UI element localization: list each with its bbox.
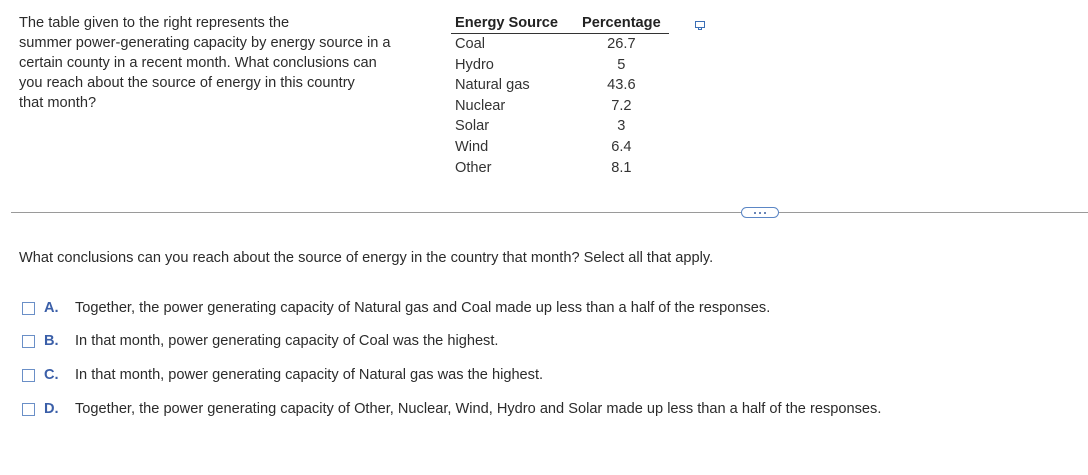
percentage-cell: 7.2 — [611, 97, 632, 114]
ellipsis-icon — [764, 211, 766, 214]
question-text: The table given to the right represents … — [19, 13, 444, 113]
option-a[interactable]: A. Together, the power generating capaci… — [22, 298, 770, 318]
question-prompt: What conclusions can you reach about the… — [19, 250, 714, 266]
question-line: The table given to the right represents … — [19, 15, 290, 31]
question-line: you reach about the source of energy in … — [19, 75, 355, 91]
source-cell: Hydro — [455, 56, 494, 73]
ellipsis-icon — [754, 211, 756, 214]
question-line: that month? — [19, 95, 97, 111]
percentage-cell: 6.4 — [611, 138, 632, 155]
checkbox-a[interactable] — [22, 301, 35, 315]
option-letter: B. — [44, 333, 59, 349]
option-b[interactable]: B. In that month, power generating capac… — [22, 331, 498, 351]
source-cell: Wind — [455, 138, 489, 155]
header-percentage: Percentage — [562, 13, 669, 34]
source-cell: Coal — [455, 36, 486, 52]
checkbox-c[interactable] — [22, 368, 35, 382]
option-text: In that month, power generating capacity… — [75, 333, 499, 349]
percentage-cell: 26.7 — [607, 36, 636, 52]
question-line: summer power-generating capacity by ener… — [19, 35, 391, 51]
source-cell: Other — [455, 159, 492, 176]
expand-more-button[interactable] — [741, 207, 779, 218]
table-row: Solar 3 — [451, 116, 669, 137]
table-row: Other 8.1 — [451, 158, 669, 179]
option-text: Together, the power generating capacity … — [75, 300, 771, 316]
energy-table: Energy Source Percentage Coal 26.7 Hydro… — [451, 13, 669, 178]
table-row: Wind 6.4 — [451, 137, 669, 158]
option-letter: C. — [44, 367, 59, 383]
table-row: Natural gas 43.6 — [451, 75, 669, 96]
percentage-cell: 5 — [617, 56, 626, 73]
source-cell: Natural gas — [455, 77, 530, 94]
table-header-row: Energy Source Percentage — [451, 13, 669, 34]
table-row: Coal 26.7 — [451, 34, 669, 55]
checkbox-b[interactable] — [22, 334, 35, 348]
option-text: In that month, power generating capacity… — [75, 367, 544, 383]
source-cell: Nuclear — [455, 97, 506, 114]
option-letter: D. — [44, 401, 59, 417]
source-cell: Solar — [455, 118, 490, 135]
percentage-cell: 8.1 — [611, 159, 632, 176]
copy-table-icon[interactable] — [695, 19, 707, 31]
table-row: Hydro 5 — [451, 55, 669, 76]
option-d[interactable]: D. Together, the power generating capaci… — [22, 399, 881, 419]
copy-table-icon-graphic — [695, 21, 705, 30]
checkbox-d[interactable] — [22, 402, 35, 416]
option-c[interactable]: C. In that month, power generating capac… — [22, 365, 543, 385]
energy-table-container: Energy Source Percentage Coal 26.7 Hydro… — [451, 13, 669, 178]
table-row: Nuclear 7.2 — [451, 96, 669, 117]
section-divider — [11, 212, 1088, 213]
question-line: certain county in a recent month. What c… — [19, 55, 377, 71]
option-text: Together, the power generating capacity … — [75, 401, 882, 417]
header-energy-source: Energy Source — [451, 13, 563, 34]
percentage-cell: 3 — [617, 118, 626, 135]
percentage-cell: 43.6 — [607, 77, 636, 94]
ellipsis-icon — [759, 211, 761, 214]
option-letter: A. — [44, 300, 59, 316]
